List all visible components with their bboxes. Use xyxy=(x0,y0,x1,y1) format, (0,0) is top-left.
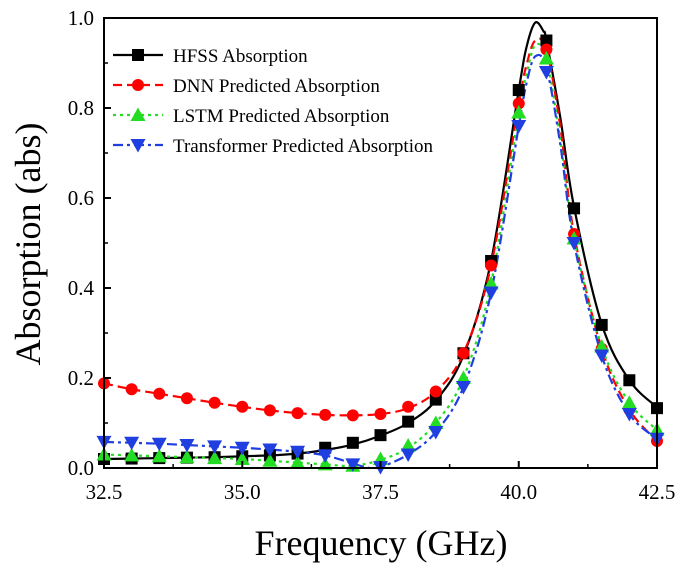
transformer-predicted-absorption-point xyxy=(179,439,195,453)
transformer-predicted-absorption-point xyxy=(511,120,527,134)
y-tick-label: 0.2 xyxy=(68,366,94,390)
dnn-predicted-absorption-point xyxy=(429,385,442,398)
dnn-predicted-absorption-point xyxy=(208,396,221,409)
x-tick-label: 37.5 xyxy=(362,480,399,504)
hfss-absorption-point xyxy=(512,84,525,96)
transformer-predicted-absorption-point xyxy=(290,445,306,460)
y-tick-label: 1.0 xyxy=(68,6,94,30)
y-tick-label: 0.6 xyxy=(68,186,94,210)
dnn-predicted-absorption-point xyxy=(346,409,359,422)
transformer-predicted-absorption-point xyxy=(455,381,471,395)
tick-layer: 32.5 35.0 37.5 40.0 42.5 0.0 0.2 0.4 0.6 0.8 1.0 xyxy=(68,6,676,504)
hfss-absorption-point xyxy=(540,34,553,47)
lstm-predicted-absorption-point xyxy=(262,453,278,467)
transformer-predicted-absorption-point xyxy=(345,458,361,472)
dnn-predicted-absorption-point xyxy=(512,97,525,110)
hfss-absorption-point xyxy=(595,318,608,331)
lstm-predicted-absorption-legend-label: LSTM Predicted Absorption xyxy=(173,106,390,127)
x-tick-label: 40.0 xyxy=(500,480,537,504)
y-axis-title: Absorption (abs) xyxy=(8,123,48,366)
dnn-predicted-absorption-point xyxy=(402,400,415,413)
lstm-predicted-absorption-point xyxy=(400,438,416,452)
dnn-predicted-absorption-point xyxy=(374,408,387,420)
dnn-predicted-absorption-point xyxy=(540,43,553,56)
dnn-predicted-absorption-point xyxy=(319,408,332,421)
lstm-predicted-absorption-point xyxy=(538,51,554,65)
y-tick-label: 0.4 xyxy=(68,276,95,300)
lstm-predicted-absorption-point xyxy=(594,339,610,353)
lstm-predicted-absorption-point xyxy=(151,448,167,463)
transformer-predicted-absorption-point xyxy=(400,448,416,462)
transformer-predicted-absorption-point xyxy=(124,436,140,451)
dnn-predicted-absorption-point xyxy=(263,404,276,417)
lstm-predicted-absorption-point xyxy=(234,451,250,465)
transformer-predicted-absorption-point xyxy=(207,440,223,454)
transformer-predicted-absorption-point xyxy=(234,441,250,456)
marker-layer xyxy=(96,34,665,475)
transformer-predicted-absorption-point xyxy=(262,443,278,458)
hfss-absorption-legend-label: HFSS Absorption xyxy=(173,46,308,67)
dnn-predicted-absorption-point xyxy=(153,387,166,400)
lstm-predicted-absorption-legend-marker xyxy=(130,107,146,121)
hfss-absorption-point xyxy=(568,202,581,215)
dnn-predicted-absorption-point xyxy=(180,392,193,405)
transformer-predicted-absorption-line xyxy=(104,53,657,469)
transformer-predicted-absorption-legend-label: Transformer Predicted Absorption xyxy=(173,136,433,157)
dnn-predicted-absorption-point xyxy=(485,259,498,272)
transformer-predicted-absorption-point xyxy=(317,449,333,463)
lstm-predicted-absorption-point xyxy=(207,450,223,465)
transformer-predicted-absorption-point xyxy=(538,66,554,80)
hfss-absorption-legend-marker xyxy=(132,49,144,61)
dnn-predicted-absorption-point xyxy=(291,407,304,420)
transformer-predicted-absorption-point xyxy=(621,408,637,422)
lstm-predicted-absorption-point xyxy=(290,455,306,469)
dnn-predicted-absorption-legend-label: DNN Predicted Absorption xyxy=(173,76,380,97)
lstm-predicted-absorption-point xyxy=(511,105,527,119)
x-tick-label: 32.5 xyxy=(86,480,123,504)
transformer-predicted-absorption-point xyxy=(428,426,444,440)
lstm-predicted-absorption-point xyxy=(124,447,140,462)
transformer-predicted-absorption-point xyxy=(483,286,499,300)
x-tick-label: 35.0 xyxy=(224,480,261,504)
transformer-predicted-absorption-legend-marker xyxy=(130,139,146,153)
legend: HFSS Absorption DNN Predicted Absorption L… xyxy=(113,46,433,157)
transformer-predicted-absorption-point xyxy=(151,437,167,452)
transformer-predicted-absorption-point xyxy=(594,349,610,363)
hfss-absorption-point xyxy=(374,429,387,442)
hfss-absorption-point xyxy=(402,415,415,428)
hfss-absorption-point xyxy=(623,374,636,387)
lstm-predicted-absorption-point xyxy=(428,415,444,429)
dnn-predicted-absorption-point xyxy=(457,347,470,360)
lstm-predicted-absorption-point xyxy=(621,395,637,409)
transformer-predicted-absorption-point xyxy=(566,237,582,251)
dnn-predicted-absorption-legend-marker xyxy=(132,79,144,91)
lstm-predicted-absorption-point xyxy=(179,449,195,464)
dnn-predicted-absorption-point xyxy=(125,383,138,396)
hfss-absorption-point xyxy=(346,436,359,449)
lstm-predicted-absorption-point xyxy=(483,276,499,290)
lstm-predicted-absorption-point xyxy=(455,370,471,384)
x-tick-label: 42.5 xyxy=(639,480,676,504)
dnn-predicted-absorption-point xyxy=(236,400,249,413)
y-tick-label: 0.0 xyxy=(68,456,94,480)
y-tick-label: 0.8 xyxy=(68,96,94,120)
x-axis-title: Frequency (GHz) xyxy=(255,523,508,563)
